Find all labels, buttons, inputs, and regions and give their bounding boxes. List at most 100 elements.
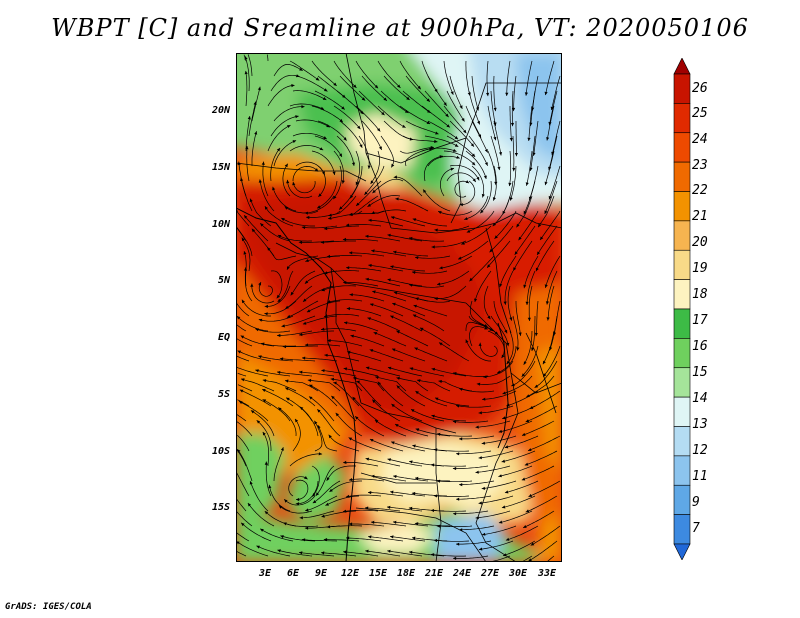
streamline-arrowhead: [550, 106, 554, 111]
streamline: [295, 119, 330, 128]
streamline-arrowhead: [299, 551, 303, 555]
streamline: [474, 270, 492, 303]
streamline-arrowhead: [509, 317, 513, 321]
lat-label-5s: 5S: [217, 389, 230, 400]
streamline: [342, 509, 379, 512]
streamline-arrowhead: [456, 542, 460, 546]
streamline: [371, 250, 407, 257]
streamline-arrowhead: [446, 124, 450, 128]
streamline-arrowhead: [534, 384, 539, 388]
streamline: [250, 410, 275, 437]
streamline: [321, 369, 357, 377]
streamline: [476, 375, 511, 385]
streamline: [487, 330, 505, 359]
streamline-arrowhead: [475, 470, 479, 474]
streamline: [390, 441, 426, 452]
streamline: [290, 270, 316, 296]
streamline-arrowhead: [277, 235, 282, 238]
streamline: [459, 435, 495, 440]
streamline: [311, 465, 320, 497]
streamline-arrowhead: [395, 197, 399, 201]
streamline: [352, 396, 379, 422]
streamline: [405, 120, 439, 135]
streamline-arrowhead: [504, 445, 509, 449]
streamline-arrowhead: [499, 152, 503, 156]
streamline-arrowhead: [277, 298, 282, 302]
streamline-arrowhead: [250, 410, 255, 414]
lon-label-18e: 18E: [396, 568, 416, 579]
streamline: [387, 550, 423, 557]
streamline: [424, 135, 459, 148]
streamline-arrowhead: [264, 511, 269, 515]
streamline: [289, 145, 324, 152]
streamline-arrowhead: [391, 441, 395, 445]
streamline-arrowhead: [333, 381, 337, 385]
streamline-arrowhead: [493, 107, 497, 112]
streamline-arrowhead: [475, 425, 479, 429]
streamline-arrowhead: [368, 218, 372, 222]
streamline-arrowhead: [372, 189, 376, 194]
streamline-arrowhead: [323, 227, 328, 231]
streamline-arrowhead: [505, 537, 510, 541]
streamline-arrowhead: [284, 163, 288, 168]
streamline: [282, 163, 291, 197]
streamline-arrowhead: [374, 84, 379, 89]
streamline: [511, 360, 536, 387]
streamline-arrowhead: [240, 335, 245, 339]
streamline-arrowhead: [531, 347, 535, 351]
streamline: [443, 150, 476, 166]
streamline-arrowhead: [415, 256, 419, 260]
streamline-arrowhead: [434, 139, 438, 143]
streamline-arrowhead: [512, 107, 516, 112]
streamline-arrowhead: [286, 179, 290, 184]
streamline: [339, 120, 363, 148]
streamline-arrowhead: [542, 360, 546, 365]
streamline: [276, 371, 313, 377]
lat-label-20n: 20N: [211, 105, 230, 116]
streamline: [301, 357, 338, 362]
streamline-arrowhead: [459, 528, 463, 532]
streamline-arrowhead: [452, 148, 457, 152]
streamline: [286, 300, 319, 318]
streamline-arrowhead: [365, 234, 369, 238]
streamline: [325, 495, 360, 506]
streamline-arrowhead: [341, 180, 345, 184]
streamline: [279, 358, 316, 362]
streamline: [314, 135, 343, 158]
streamline: [535, 240, 555, 272]
streamline-arrowhead: [540, 236, 544, 240]
streamline-arrowhead: [328, 213, 332, 217]
streamline: [478, 540, 514, 550]
streamline-arrowhead: [397, 84, 401, 88]
streamline: [264, 285, 291, 307]
streamline-arrowhead: [513, 267, 517, 271]
streamline-arrowhead: [531, 107, 535, 111]
streamline-arrowhead: [326, 254, 331, 258]
streamline: [348, 437, 382, 452]
streamline-arrowhead: [494, 331, 499, 335]
streamline: [377, 105, 406, 128]
streamline: [456, 450, 492, 455]
streamline: [525, 60, 533, 96]
streamline-arrowhead: [426, 121, 431, 124]
streamline: [427, 120, 459, 140]
streamline-arrowhead: [532, 152, 536, 156]
streamline-arrowhead: [415, 428, 420, 432]
streamline: [408, 237, 445, 242]
streamline-arrowhead: [494, 235, 498, 239]
streamline-arrowhead: [260, 528, 264, 532]
streamline: [509, 106, 512, 142]
streamline: [551, 120, 561, 156]
streamline: [367, 492, 404, 497]
streamline: [380, 90, 409, 114]
colorbar-label-14: 14: [692, 391, 708, 406]
colorbar-label-11: 11: [692, 469, 708, 484]
streamline-arrowhead: [305, 508, 309, 512]
streamline: [422, 189, 451, 212]
streamline-arrowhead: [523, 525, 527, 528]
colorbar-label-15: 15: [692, 365, 708, 380]
streamline-arrowhead: [245, 146, 249, 150]
streamline-arrowhead: [492, 222, 497, 227]
streamline-arrowhead: [506, 342, 510, 347]
streamline: [320, 240, 356, 243]
